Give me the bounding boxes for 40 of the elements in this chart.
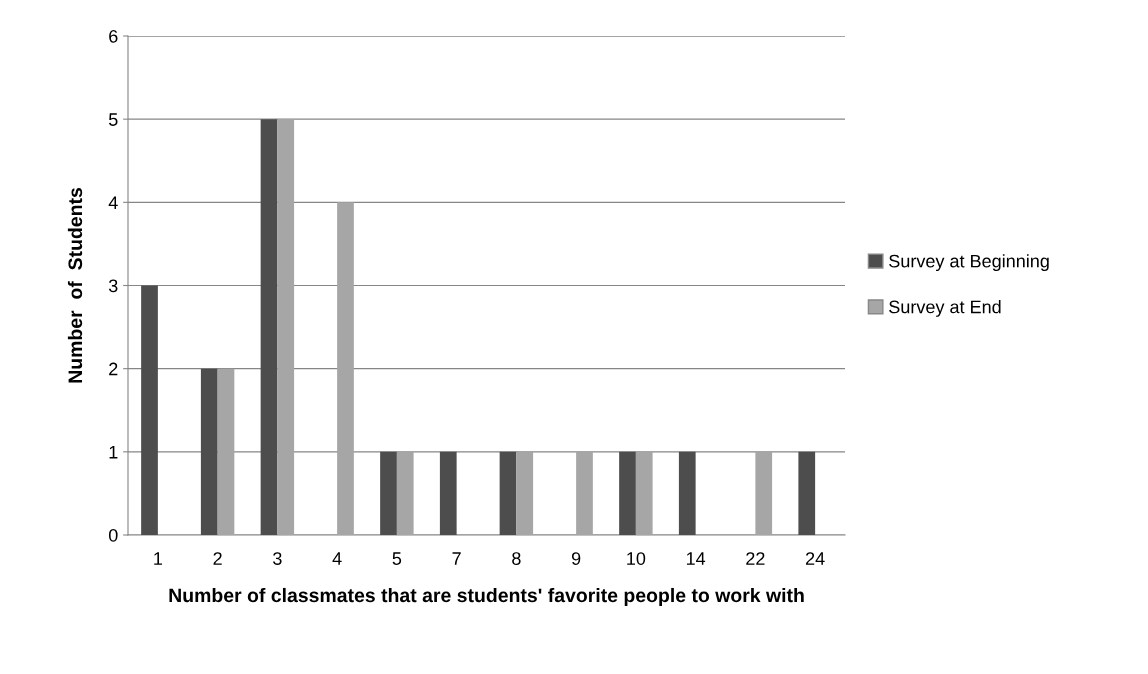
bar [337,202,354,535]
bar [516,451,534,535]
bar [260,119,278,535]
x-tick-label: 3 [273,552,282,565]
x-tick-label: 4 [332,552,342,565]
bar [439,451,457,535]
x-tick-label: 1 [154,552,163,565]
y-tick-label: 5 [108,113,118,126]
bar [755,451,773,535]
x-tick-label: 2 [213,552,222,565]
bar [380,451,397,535]
y-tick-label: 6 [109,29,118,43]
bar [396,451,414,535]
bar [678,451,696,535]
x-axis-title: Number of classmates that are students' favorite people to work with [169,587,804,607]
legend-label: Survey at Beginning [889,254,1049,272]
x-tick-label: 9 [571,552,581,565]
x-tick-label: 8 [512,552,521,565]
x-tick-label: 22 [746,552,765,565]
y-tick-label: 0 [108,528,118,542]
bar [798,451,816,535]
bar [277,119,295,535]
x-tick-label: 7 [452,552,461,565]
y-axis-title: Number of Students [67,187,83,383]
x-tick-label: 10 [627,552,646,565]
bar [576,451,593,535]
x-tick-label: 5 [392,552,402,565]
x-tick-label: 24 [805,552,825,565]
x-tick-label: 14 [686,552,706,565]
bar [499,451,517,535]
legend-label: Survey at End [889,300,1001,317]
bar [200,368,218,535]
bar [217,368,235,535]
bar [619,451,636,535]
y-tick-label: 3 [108,279,118,293]
y-tick-label: 4 [108,196,118,209]
bar [635,451,653,535]
y-tick-label: 2 [109,362,118,376]
bar [141,285,158,535]
y-tick-label: 1 [109,445,118,459]
